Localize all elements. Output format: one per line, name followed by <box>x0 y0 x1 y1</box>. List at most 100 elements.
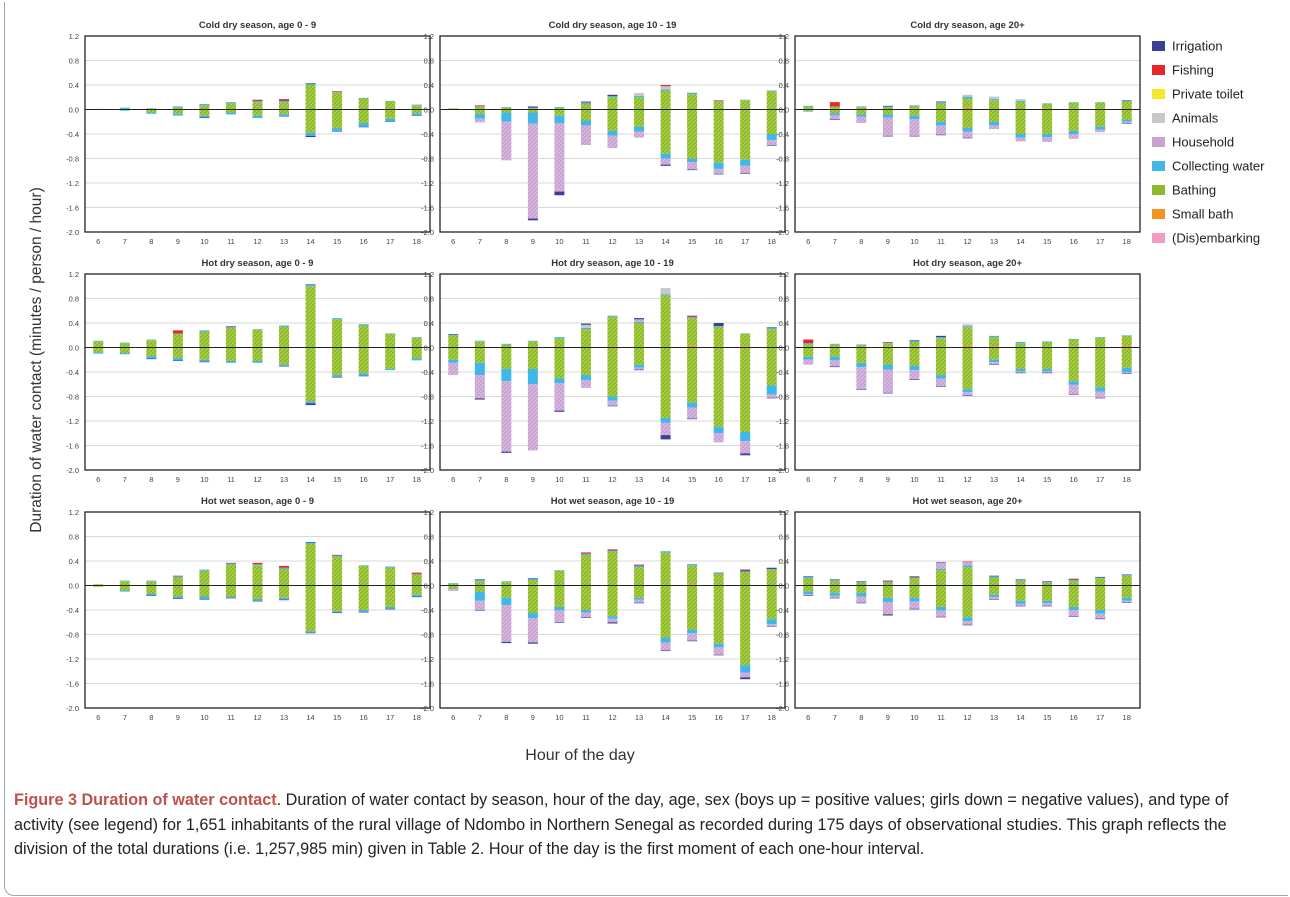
bar-segment-girls-collecting-water <box>448 359 459 363</box>
bar-segment-boys-bathing <box>119 343 130 348</box>
bar-segment-boys-collecting-water <box>225 102 236 104</box>
bar-segment-boys-fishing <box>687 315 698 317</box>
bar-segment-girls-collecting-water <box>225 112 236 115</box>
y-tick-label: -0.8 <box>421 393 434 402</box>
y-tick-label: 0.8 <box>424 533 434 542</box>
x-tick-label: 13 <box>635 237 643 246</box>
bar-segment-boys-bathing <box>1015 580 1026 585</box>
bar-segment-boys-bathing <box>1068 102 1079 109</box>
y-tick-label: 0.8 <box>424 57 434 66</box>
bar-segment-girls-bathing <box>607 109 618 131</box>
bar-segment-girls-bathing <box>935 585 946 607</box>
bar-segment-girls-bathing <box>1015 585 1026 601</box>
bar-segment-girls-collecting-water <box>199 359 210 362</box>
figure-caption: Figure 3 Duration of water contact. Dura… <box>14 788 1276 862</box>
bar-segment-boys-bathing <box>935 103 946 110</box>
panel-title: Hot dry season, age 10 - 19 <box>551 258 674 269</box>
bar-segment-boys-collecting-water <box>634 565 645 568</box>
x-tick-label: 12 <box>608 237 616 246</box>
y-tick-label: 0.8 <box>69 533 79 542</box>
panel-9: 1.2 0.8 0.4 0.0 -0.4 -0.8 -1.2 -1.6 -2.0 Hot wet … <box>776 496 1141 722</box>
y-tick-label: 0.4 <box>69 81 79 90</box>
x-tick-label: 18 <box>1123 237 1131 246</box>
y-tick-label: -0.4 <box>66 130 79 139</box>
bar-segment-girls-bathing <box>740 109 751 160</box>
bar-segment-girls-bathing <box>358 347 369 374</box>
bar-segment-girls-collecting-water <box>1042 134 1053 138</box>
bar-segment-boys-irrigation <box>766 567 777 569</box>
bar-segment-girls-collecting-water <box>989 121 1000 126</box>
bar-segment-girls-bathing <box>856 109 867 115</box>
bar-segment-boys-animals <box>1015 99 1026 101</box>
bar-segment-girls-household <box>527 384 538 451</box>
bar-segment-girls-bathing <box>172 585 183 597</box>
bar-segment-girls-household <box>713 647 724 655</box>
bar-segment-girls-irrigation <box>766 145 777 146</box>
bar-segment-boys-bathing <box>803 106 814 109</box>
bar-segment-boys-collecting-water <box>962 326 973 328</box>
bar-segment-girls-collecting-water <box>829 113 840 116</box>
y-tick-label: -0.4 <box>776 130 789 139</box>
panel-title: Hot wet season, age 0 - 9 <box>201 496 314 507</box>
bar-segment-girls-collecting-water <box>199 115 210 118</box>
bar-segment-girls-bathing <box>305 347 316 402</box>
x-tick-label: 15 <box>1043 237 1051 246</box>
bar-segment-boys-collecting-water <box>527 578 538 580</box>
bar-segment-girls-collecting-water <box>766 134 777 141</box>
bar-segment-girls-bathing <box>527 585 538 614</box>
bar-segment-boys-collecting-water <box>119 342 130 344</box>
bar-segment-girls-collecting-water <box>1121 119 1132 122</box>
bar-segment-boys-bathing <box>909 341 920 347</box>
bar-segment-girls-household <box>989 362 1000 365</box>
bar-segment-boys-bathing <box>687 318 698 346</box>
bar-segment-boys-collecting-water <box>172 333 183 335</box>
y-tick-label: -2.0 <box>776 228 789 237</box>
caption-text: . Duration of water contact by season, h… <box>14 791 1229 858</box>
y-tick-label: 0.4 <box>779 319 789 328</box>
x-tick-label: 11 <box>227 713 235 722</box>
bar-segment-girls-irrigation <box>935 386 946 387</box>
bar-segment-boys-small-bath <box>989 346 1000 348</box>
bar-segment-girls-household <box>687 162 698 170</box>
bar-segment-girls-irrigation <box>411 596 422 598</box>
bar-segment-boys-bathing <box>411 337 422 348</box>
bar-segment-girls-irrigation <box>660 650 671 652</box>
bar-segment-girls-bathing <box>687 585 698 630</box>
bar-segment-girls-collecting-water <box>332 611 343 613</box>
y-tick-label: 0.4 <box>779 557 789 566</box>
bar-segment-girls-household <box>713 433 724 443</box>
bar-segment-boys-bathing <box>909 578 920 586</box>
bar-segment-girls-household <box>634 367 645 370</box>
bar-segment-boys-bathing <box>660 90 671 109</box>
bar-segment-girls-bathing <box>225 109 236 113</box>
bar-segment-girls-collecting-water <box>935 606 946 611</box>
bar-segment-girls-collecting-water <box>332 127 343 131</box>
y-axis-label: Duration of water contact (minutes / per… <box>28 187 45 532</box>
x-tick-label: 8 <box>504 475 508 484</box>
x-tick-label: 17 <box>741 237 749 246</box>
x-tick-label: 16 <box>714 475 722 484</box>
bar-segment-boys-bathing <box>607 551 618 586</box>
bar-segment-girls-collecting-water <box>607 616 618 619</box>
bar-segment-boys-bathing <box>856 345 867 348</box>
x-tick-label: 14 <box>661 475 669 484</box>
panel-title: Hot wet season, age 10 - 19 <box>551 496 675 507</box>
bar-segment-boys-bathing <box>766 569 777 586</box>
bar-segment-girls-irrigation <box>1015 372 1026 374</box>
bar-segment-boys-irrigation <box>989 575 1000 577</box>
y-tick-label: -0.4 <box>776 368 789 377</box>
x-tick-label: 13 <box>280 237 288 246</box>
bar-segment-girls-household <box>580 379 591 388</box>
bar-segment-boys-animals <box>660 86 671 90</box>
bar-segment-girls-collecting-water <box>660 637 671 643</box>
x-tick-label: 8 <box>149 713 153 722</box>
bar-segment-boys-collecting-water <box>766 568 777 570</box>
legend-label: Animals <box>1172 111 1219 126</box>
y-tick-label: -0.8 <box>66 631 79 640</box>
x-tick-label: 15 <box>333 475 341 484</box>
bar-segment-boys-irrigation <box>909 576 920 577</box>
x-tick-label: 18 <box>768 237 776 246</box>
bar-segment-girls-collecting-water <box>554 378 565 384</box>
bar-segment-boys-fishing <box>172 330 183 334</box>
bar-segment-boys-bathing <box>1121 575 1132 586</box>
